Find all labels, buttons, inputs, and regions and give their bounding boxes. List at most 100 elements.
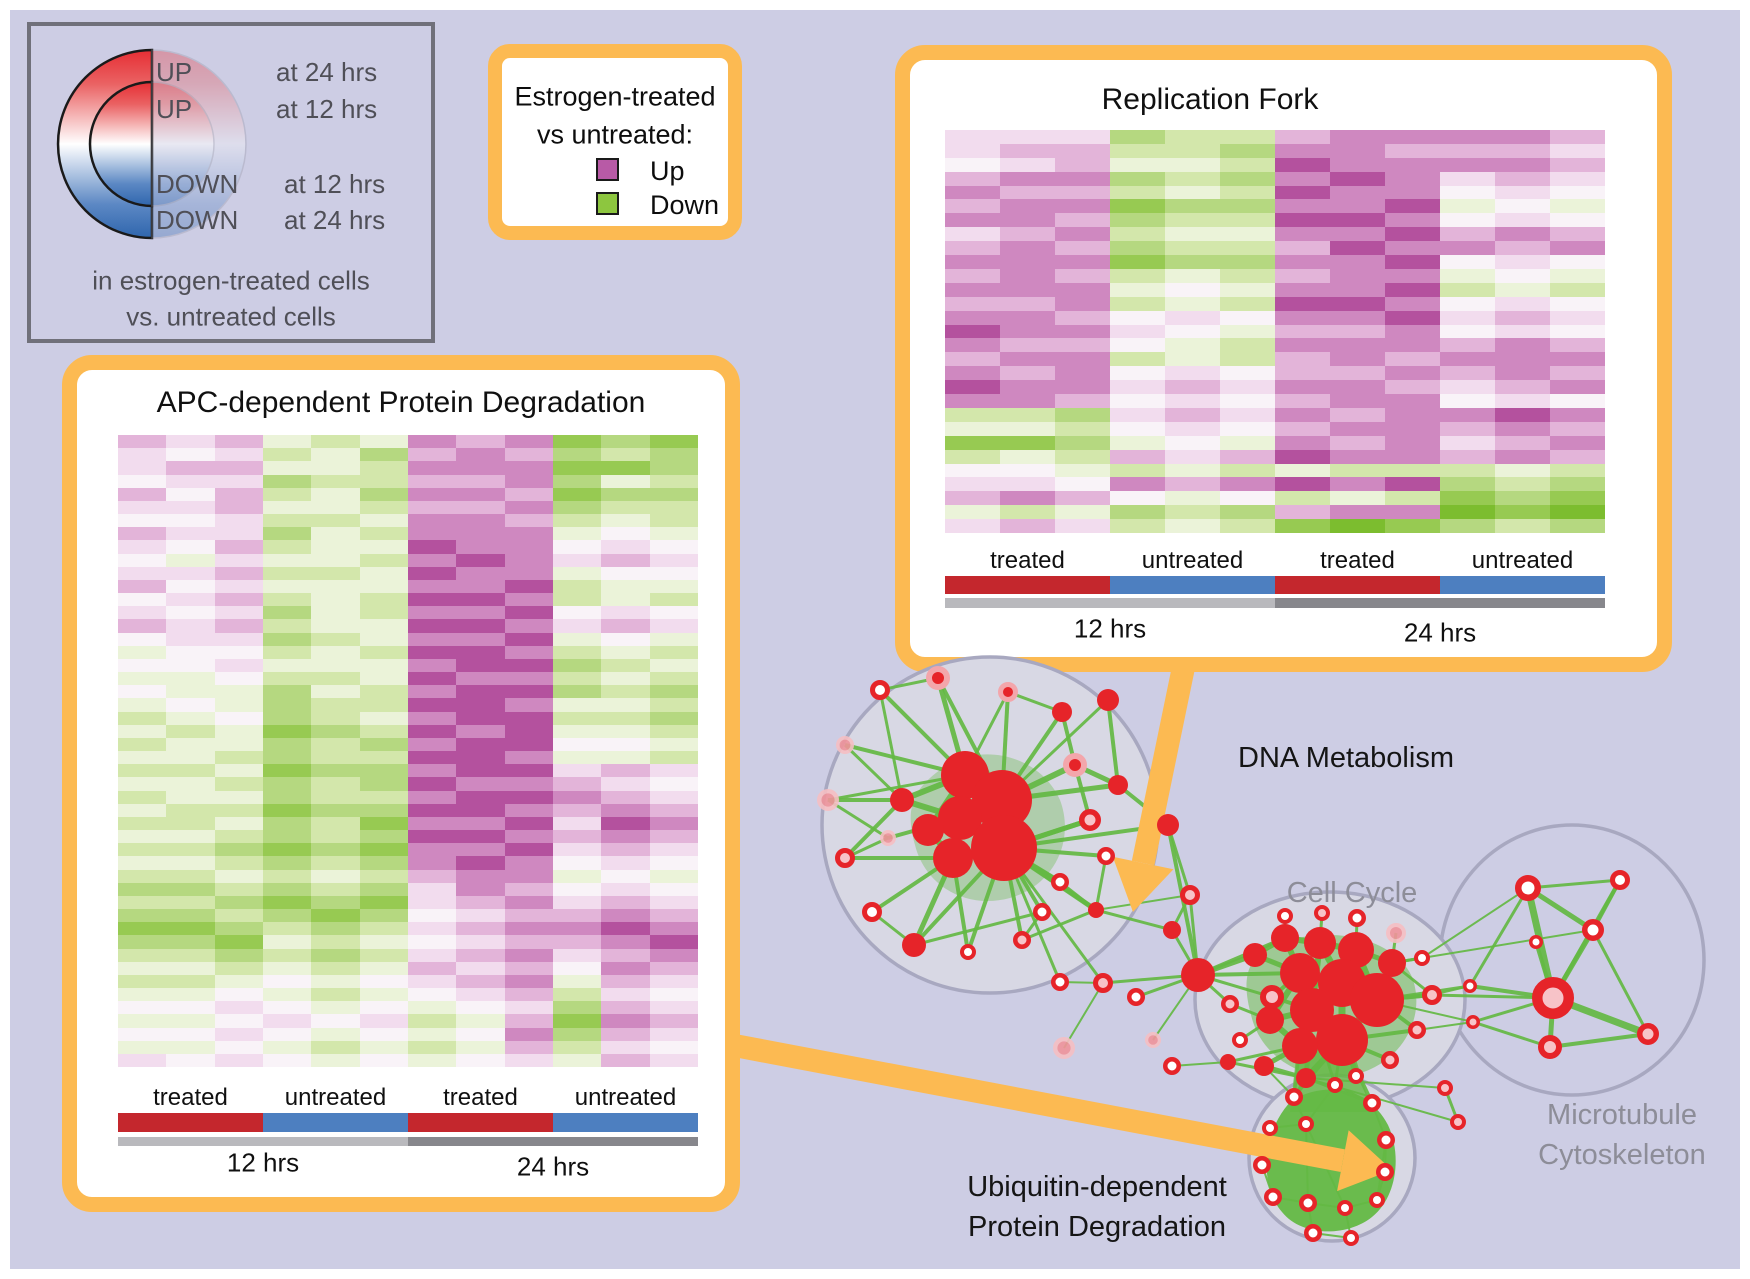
heatmap-cell <box>1000 519 1055 533</box>
heatmap-cell <box>1275 143 1330 158</box>
heatmap-cell <box>407 1014 457 1028</box>
heatmap-cell <box>601 764 650 778</box>
heatmap-cell <box>359 672 408 686</box>
heatmap-cell <box>1165 227 1220 242</box>
heatmap-cell <box>1165 519 1220 533</box>
heatmap-cell <box>262 724 312 738</box>
heatmap-cell <box>945 268 1000 283</box>
heatmap-cell <box>1550 268 1605 283</box>
heatmap-cell <box>407 988 457 1002</box>
heatmap-cell <box>359 579 408 593</box>
heatmap-cell <box>262 711 312 725</box>
heatmap-cell <box>945 199 1000 214</box>
heatmap-cell <box>166 487 215 501</box>
heatmap-cell <box>166 645 215 659</box>
heatmap-cell <box>1550 463 1605 478</box>
heatmap-cell <box>945 449 1000 464</box>
heatmap-cell <box>601 882 650 896</box>
heatmap-cell <box>1440 310 1495 325</box>
heatmap-cell <box>359 1053 408 1067</box>
legend-footer-line2: vs. untreated cells <box>126 301 336 332</box>
heatmap-cell <box>456 869 505 883</box>
heatmap-cell <box>407 593 457 607</box>
heatmap-cell <box>311 922 360 936</box>
heatmap-cell <box>1275 435 1330 450</box>
heatmap-cell <box>214 672 263 686</box>
heatmap-cell <box>311 632 360 646</box>
heatmap-cell <box>1330 338 1385 353</box>
heatmap-cell <box>945 519 1000 533</box>
heatmap-cell <box>1440 352 1495 367</box>
heatmap-cell <box>311 790 360 804</box>
heatmap-cell <box>945 407 1000 422</box>
heatmap-cell <box>1000 394 1055 408</box>
heatmap-cell <box>166 527 215 541</box>
heatmap-cell <box>214 606 263 620</box>
heatmap-cell <box>945 421 1000 436</box>
heatmap-cell <box>262 658 312 672</box>
heatmap-cell <box>311 658 360 672</box>
heatmap-cell <box>1055 435 1110 450</box>
heatmap-cell <box>1110 130 1165 144</box>
condition-bar-segment <box>553 1113 698 1132</box>
heatmap-cell <box>456 698 505 712</box>
heatmap-cell <box>1055 130 1110 144</box>
heatmap-cell <box>945 310 1000 325</box>
heatmap-cell <box>601 698 650 712</box>
heatmap-cell <box>407 540 457 554</box>
heatmap-cell <box>1275 449 1330 464</box>
heatmap-cell <box>166 672 215 686</box>
heatmap-cell <box>359 895 408 909</box>
heatmap-cell <box>118 593 167 607</box>
heatmap-cell <box>407 658 457 672</box>
heatmap-cell <box>552 1053 602 1067</box>
heatmap-cell <box>456 856 505 870</box>
heatmap-cell <box>166 988 215 1002</box>
heatmap-cell <box>311 1014 360 1028</box>
heatmap-cell <box>945 227 1000 242</box>
heatmap-cell <box>1275 338 1330 353</box>
heatmap-cell <box>359 909 408 923</box>
heatmap-cell <box>1330 407 1385 422</box>
heatmap-cell <box>262 764 312 778</box>
heatmap-cell <box>649 803 698 817</box>
heatmap-cell <box>552 593 602 607</box>
heatmap-cell <box>359 606 408 620</box>
heatmap-cell <box>1385 491 1440 506</box>
heatmap-cell <box>456 961 505 975</box>
heatmap-cell <box>1550 352 1605 367</box>
heatmap-cell <box>1330 199 1385 214</box>
heatmap-cell <box>552 527 602 541</box>
heatmap-cell <box>504 500 553 514</box>
heatmap-cell <box>1165 282 1220 297</box>
heatmap-cell <box>649 961 698 975</box>
heatmap-cell <box>1550 324 1605 339</box>
heatmap-cell <box>1495 268 1550 283</box>
heatmap-cell <box>1000 366 1055 381</box>
heatmap-cell <box>166 869 215 883</box>
heatmap-cell <box>311 606 360 620</box>
heatmap-cell <box>649 540 698 554</box>
heatmap-cell <box>118 922 167 936</box>
heatmap-cell <box>359 435 408 449</box>
heatmap-cell <box>311 1027 360 1041</box>
heatmap-cell <box>1495 338 1550 353</box>
heatmap-cell <box>1440 477 1495 492</box>
heatmap-cell <box>359 737 408 751</box>
heatmap-cell <box>552 737 602 751</box>
heatmap-cell <box>649 790 698 804</box>
heatmap-cell <box>166 606 215 620</box>
heatmap-cell <box>214 461 263 475</box>
heatmap-cell <box>552 1014 602 1028</box>
heatmap-cell <box>1440 491 1495 506</box>
heatmap-cell <box>945 157 1000 172</box>
heatmap-cell <box>1055 255 1110 269</box>
heatmap-cell <box>456 474 505 488</box>
heatmap-cell <box>407 435 457 449</box>
legend-footer-line1: in estrogen-treated cells <box>92 265 370 296</box>
heatmap-cell <box>1000 324 1055 339</box>
time-label: 24 hrs <box>1403 617 1477 648</box>
heatmap-cell <box>456 593 505 607</box>
heatmap-cell <box>601 1001 650 1015</box>
heatmap-cell <box>601 579 650 593</box>
